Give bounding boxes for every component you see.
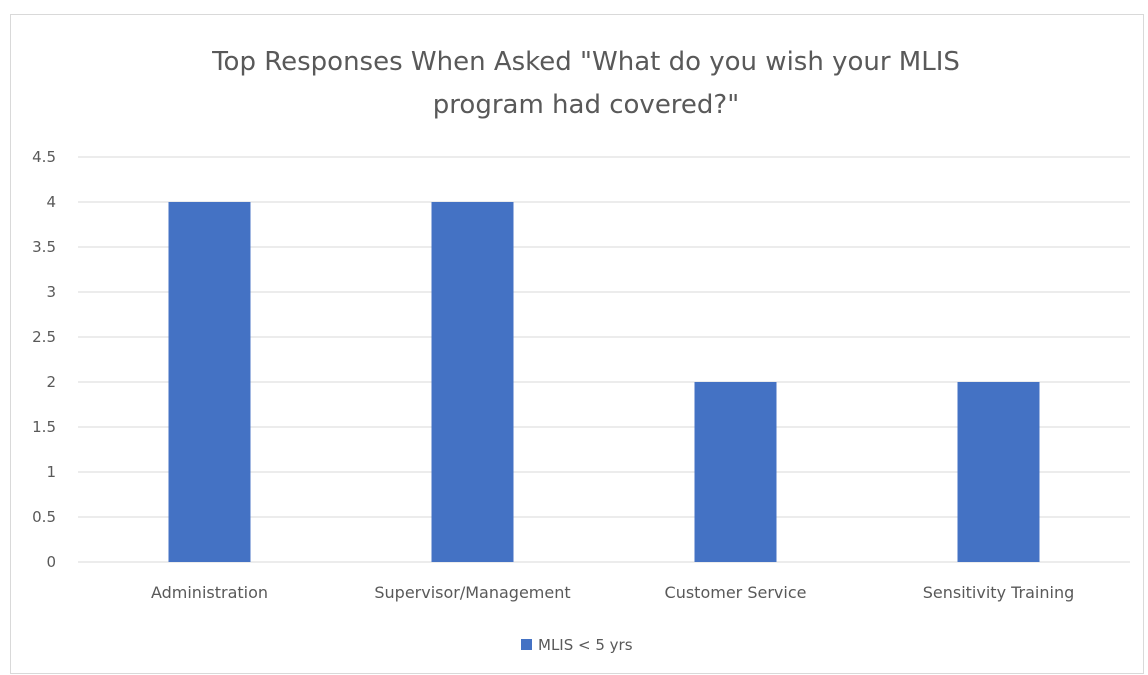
y-tick-label: 2.5	[32, 328, 56, 346]
x-tick-label: Administration	[151, 583, 268, 602]
y-tick-label: 4	[46, 193, 56, 211]
y-tick-label: 2	[46, 373, 56, 391]
y-tick-label: 1	[46, 463, 56, 481]
legend-label: MLIS < 5 yrs	[538, 636, 633, 654]
y-tick-label: 3	[46, 283, 56, 301]
gridlines	[78, 156, 1130, 563]
y-tick-label: 3.5	[32, 238, 56, 256]
y-tick-label: 4.5	[32, 148, 56, 166]
bar-supervisor-management	[431, 202, 514, 562]
x-axis: Administration Supervisor/Management Custo…	[151, 583, 1074, 602]
bar-sensitivity-training	[957, 382, 1040, 562]
x-tick-label: Sensitivity Training	[923, 583, 1075, 602]
bars	[168, 202, 1040, 562]
bar-administration	[168, 202, 251, 562]
chart-title-line-2: program had covered?"	[433, 90, 739, 120]
chart-title-line-1: Top Responses When Asked "What do you wi…	[211, 47, 960, 77]
y-tick-label: 0	[46, 553, 56, 571]
bar-customer-service	[694, 382, 777, 562]
y-axis: 0 0.5 1 1.5 2 2.5 3 3.5 4 4.5	[32, 148, 56, 571]
y-tick-label: 0.5	[32, 508, 56, 526]
legend: MLIS < 5 yrs	[521, 636, 633, 654]
x-tick-label: Supervisor/Management	[374, 583, 570, 602]
x-tick-label: Customer Service	[665, 583, 807, 602]
legend-swatch	[521, 639, 532, 650]
y-tick-label: 1.5	[32, 418, 56, 436]
